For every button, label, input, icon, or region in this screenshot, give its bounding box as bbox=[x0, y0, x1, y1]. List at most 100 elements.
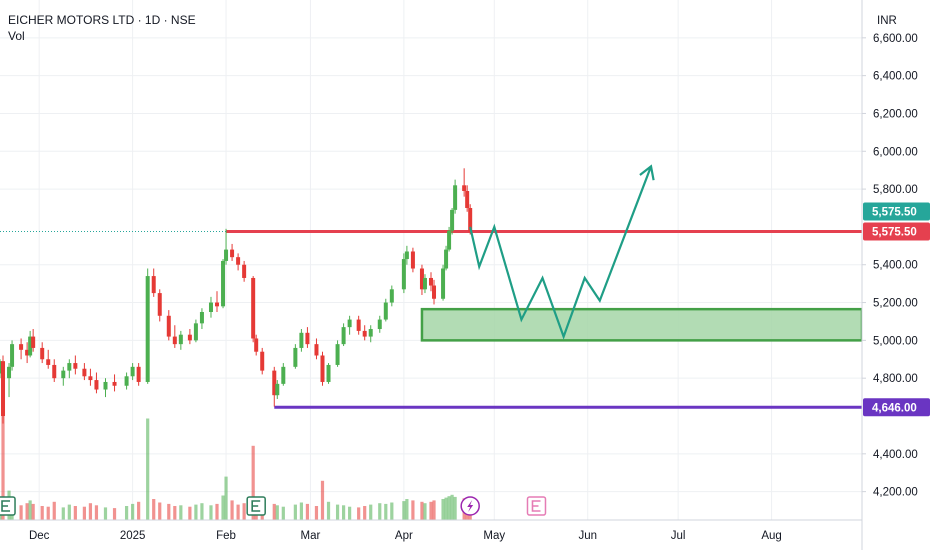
volume-bar bbox=[447, 496, 451, 520]
candle-body bbox=[46, 359, 51, 365]
candle bbox=[305, 327, 310, 348]
candle-body bbox=[444, 249, 449, 269]
candle bbox=[94, 372, 99, 394]
candle bbox=[401, 253, 406, 294]
candle-body bbox=[341, 327, 346, 345]
lightning-icon bbox=[467, 500, 474, 512]
candle bbox=[199, 308, 204, 330]
projection-path bbox=[469, 164, 655, 340]
x-tick-label: Feb bbox=[216, 530, 236, 542]
volume-bar bbox=[441, 499, 445, 520]
candle-body bbox=[52, 364, 57, 379]
volume-bar bbox=[94, 505, 99, 520]
chart-legend: EICHER MOTORS LTD · 1D · NSE Vol bbox=[8, 12, 196, 44]
candle bbox=[19, 338, 24, 360]
support-price-tag-box bbox=[863, 398, 930, 417]
candle bbox=[299, 329, 304, 352]
candle bbox=[166, 310, 171, 341]
candle bbox=[419, 264, 424, 295]
last-price-tag-box bbox=[863, 202, 930, 221]
volume-bar bbox=[40, 506, 44, 520]
candle-body bbox=[410, 251, 415, 269]
volume-bar bbox=[167, 503, 171, 520]
volume-bar bbox=[341, 505, 346, 520]
volume-bar bbox=[363, 506, 367, 520]
volume-bar bbox=[25, 503, 29, 520]
candle bbox=[25, 342, 30, 364]
volume-bar bbox=[52, 501, 56, 520]
candle bbox=[335, 340, 340, 367]
volume-bar bbox=[221, 495, 225, 520]
y-tick-label: 6,200.00 bbox=[873, 108, 918, 120]
candle-body bbox=[362, 330, 367, 337]
candle bbox=[281, 363, 286, 386]
candle-body bbox=[172, 336, 177, 345]
candle bbox=[356, 315, 361, 335]
candle-body bbox=[422, 277, 427, 290]
candle-body bbox=[242, 264, 247, 278]
candle-body bbox=[124, 376, 129, 386]
candle-body bbox=[429, 277, 433, 286]
volume-bar bbox=[224, 476, 228, 520]
candle-body bbox=[19, 344, 24, 350]
projection-line bbox=[469, 166, 653, 340]
earnings-icon bbox=[251, 500, 261, 512]
candle bbox=[82, 363, 87, 381]
candle-body bbox=[251, 277, 256, 339]
volume-indicator-label[interactable]: Vol bbox=[8, 29, 25, 43]
volume-bar bbox=[146, 418, 150, 520]
y-tick-label: 5,200.00 bbox=[873, 298, 918, 310]
candle-body bbox=[221, 260, 226, 307]
y-tick-label: 4,800.00 bbox=[873, 373, 918, 385]
candle bbox=[112, 374, 117, 392]
candle-body bbox=[450, 209, 455, 231]
candle-body bbox=[335, 344, 340, 365]
candle-body bbox=[453, 185, 458, 210]
volume-bars bbox=[0, 387, 472, 520]
volume-bar bbox=[103, 507, 108, 520]
y-tick-label: 5,800.00 bbox=[873, 184, 918, 196]
candle bbox=[404, 245, 409, 265]
volume-bar bbox=[432, 500, 436, 520]
volume-bar bbox=[281, 506, 285, 520]
candle-body bbox=[347, 319, 352, 328]
resistance-price-tag-box bbox=[863, 222, 930, 241]
candle-body bbox=[299, 332, 304, 348]
volume-bar bbox=[215, 503, 219, 520]
candle-body bbox=[103, 381, 108, 390]
candle-body bbox=[145, 276, 150, 382]
candle-body bbox=[236, 257, 241, 265]
candle bbox=[230, 243, 235, 261]
candle bbox=[40, 342, 45, 364]
upcoming-earnings-marker bbox=[526, 496, 547, 516]
candle-body bbox=[326, 364, 331, 382]
last-price-tag: 5,575.50 bbox=[863, 202, 930, 221]
candle bbox=[0, 359, 2, 379]
candle-body bbox=[0, 361, 2, 374]
volume-bar bbox=[453, 496, 457, 520]
candle bbox=[221, 259, 226, 309]
candle bbox=[326, 363, 331, 384]
candle bbox=[447, 226, 452, 252]
candle bbox=[28, 330, 33, 358]
volume-bar bbox=[369, 504, 373, 520]
candle bbox=[275, 380, 280, 399]
volume-bar bbox=[326, 501, 331, 520]
volume-bar bbox=[19, 505, 23, 520]
candle-body bbox=[157, 293, 162, 316]
volume-bar bbox=[411, 500, 415, 520]
volume-bar bbox=[390, 502, 394, 520]
volume-bar bbox=[272, 503, 276, 520]
candle-body bbox=[465, 190, 470, 208]
candle-body bbox=[187, 334, 192, 341]
candle bbox=[88, 368, 93, 386]
volume-bar bbox=[82, 506, 86, 520]
volume-bar bbox=[251, 445, 255, 520]
candle bbox=[67, 359, 72, 379]
volume-bar bbox=[305, 503, 310, 520]
x-tick-label: Apr bbox=[395, 530, 413, 542]
volume-bar bbox=[293, 504, 297, 520]
symbol-title[interactable]: EICHER MOTORS LTD · 1D · NSE bbox=[8, 13, 196, 27]
